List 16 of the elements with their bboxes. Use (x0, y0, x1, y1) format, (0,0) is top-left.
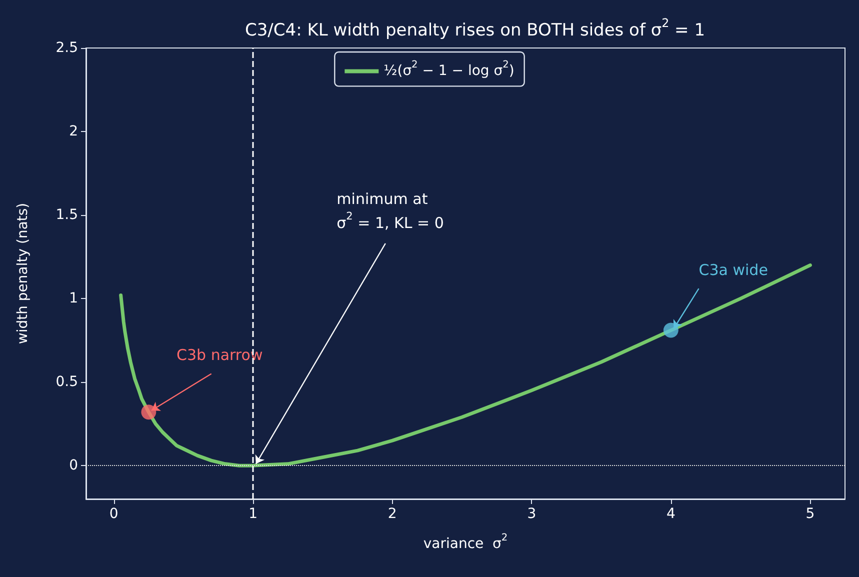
x-tick-label: 2 (388, 506, 397, 522)
x-tick-label: 1 (248, 506, 258, 522)
annotation: C3b narrow (176, 346, 263, 364)
x-tick-label: 0 (109, 506, 118, 522)
y-tick-label: 0 (69, 458, 78, 474)
y-tick-label: 1 (69, 290, 78, 307)
line-series (119, 263, 812, 468)
x-tick-label: 5 (806, 506, 815, 522)
y-tick-label: 2.5 (56, 40, 78, 56)
y-tick-label: 0.5 (56, 374, 78, 390)
annotation: C3a wide (698, 260, 768, 279)
x-tick-label: 3 (527, 506, 536, 522)
x-tick-label: 4 (666, 506, 676, 522)
y-tick-label: 2 (69, 124, 78, 140)
y-tick-label: 1.5 (56, 207, 78, 224)
y-axis-title: width penalty (nats) (14, 202, 31, 344)
